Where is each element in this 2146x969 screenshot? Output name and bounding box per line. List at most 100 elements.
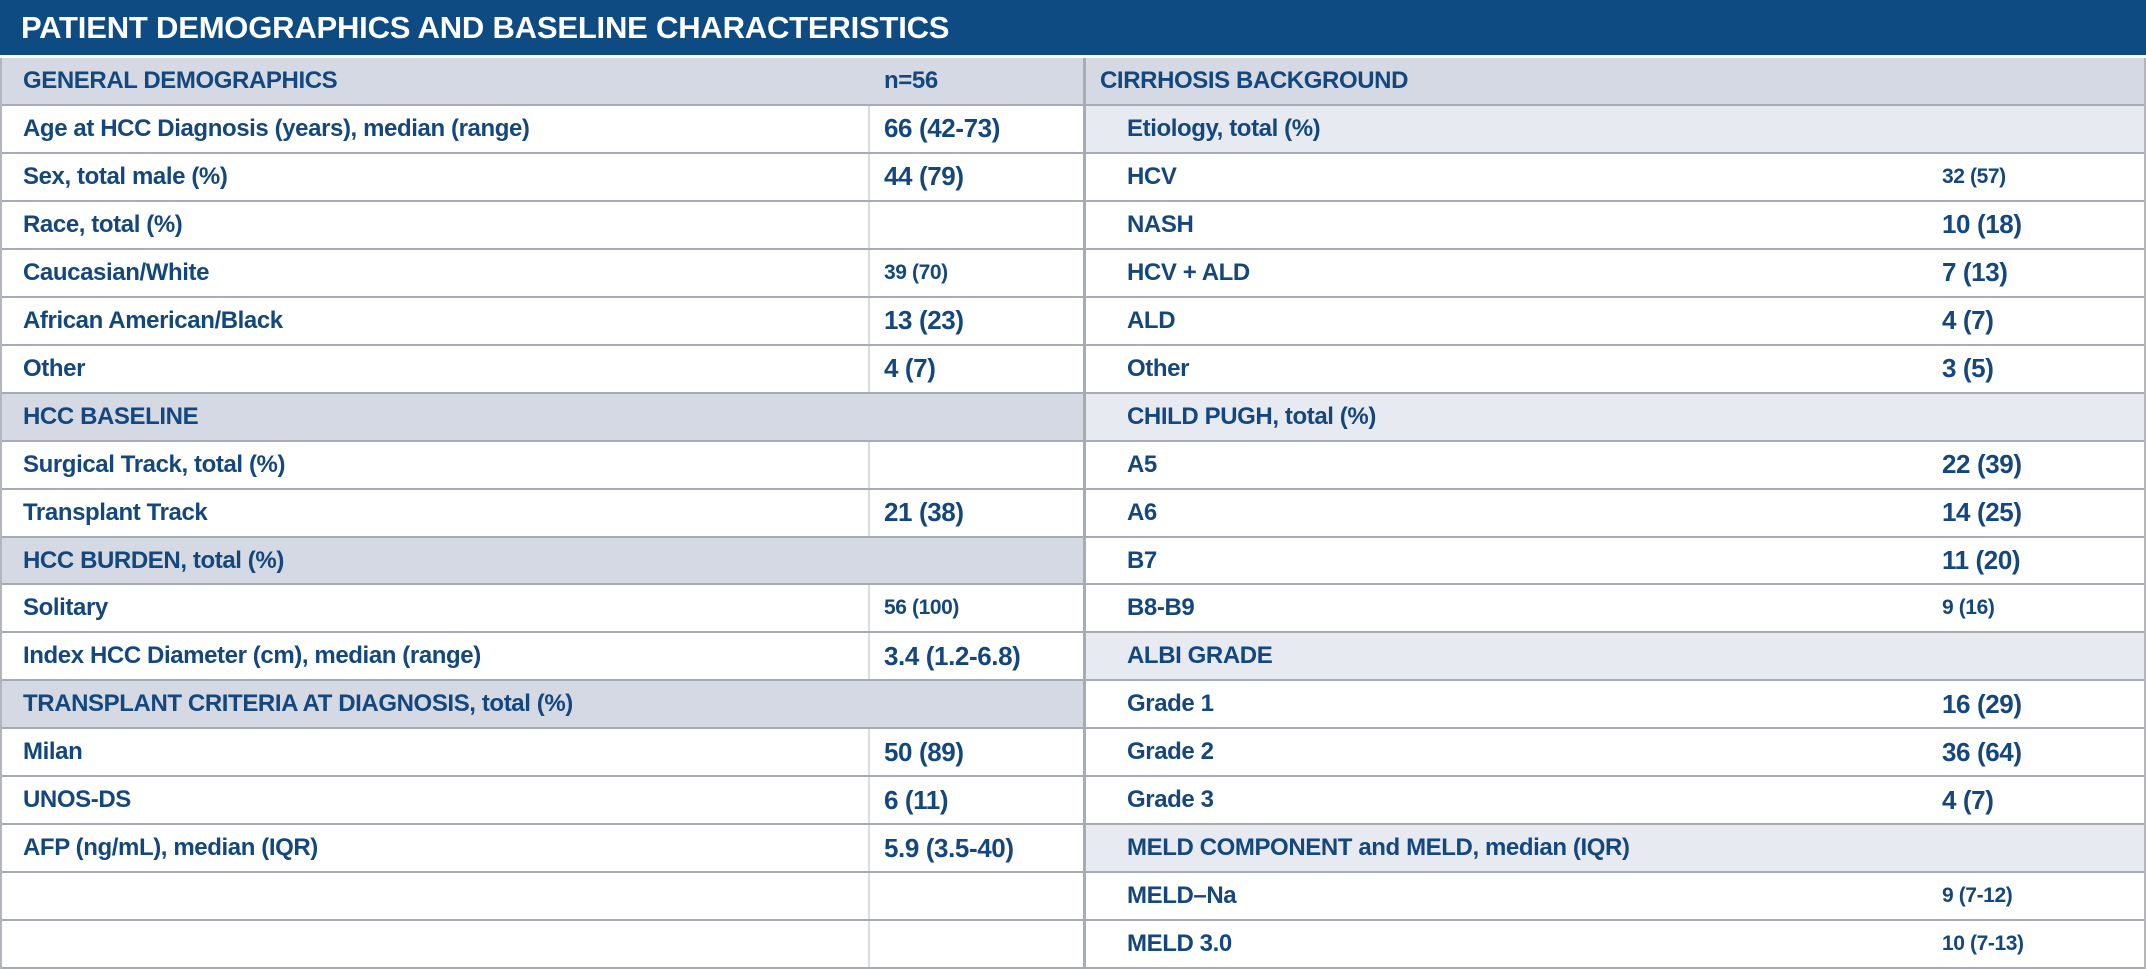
row-label: UNOS-DS: [23, 786, 131, 814]
row-value: [868, 873, 1083, 920]
table-row: [2, 873, 1083, 922]
table-row: [2, 921, 1083, 969]
row-label: Grade 2: [1127, 738, 1214, 766]
row-value: [868, 538, 1083, 584]
column-divider: [1083, 58, 1086, 969]
row-label: B7: [1127, 546, 1157, 574]
row-value: 44 (79): [868, 153, 1083, 200]
section-row: TRANSPLANT CRITERIA AT DIAGNOSIS, total …: [2, 681, 1083, 730]
table-row: UNOS-DS 6 (11): [2, 777, 1083, 826]
table-title: PATIENT DEMOGRAPHICS AND BASELINE CHARAC…: [0, 0, 2146, 55]
table-row: A5 22 (39): [1086, 441, 2144, 490]
row-label: ALD: [1127, 306, 1176, 334]
row-label: [2, 921, 868, 967]
row-value: [1924, 633, 2144, 679]
table-row: B8-B9 9 (16): [1086, 585, 2144, 634]
row-value: 22 (39): [1942, 449, 2022, 480]
row-value: 5.9 (3.5-40): [868, 825, 1083, 872]
row-label: B8-B9: [1127, 594, 1195, 622]
row-label: AFP (ng/mL), median (IQR): [23, 834, 318, 862]
left-column: GENERAL DEMOGRAPHICS n=56 Age at HCC Diagn…: [2, 58, 1083, 969]
row-label: HCC BASELINE: [23, 402, 199, 430]
row-value: [868, 201, 1083, 248]
table-row: NASH 10 (18): [1086, 201, 2144, 250]
table-row: Grade 3 4 (7): [1086, 777, 2144, 826]
table-row: HCV + ALD 7 (13): [1086, 249, 2144, 298]
row-value: [868, 394, 1083, 440]
table-row: MELD 3.0 10 (7-13): [1086, 921, 2144, 969]
section-row: HCC BURDEN, total (%): [2, 537, 1083, 586]
row-value: [868, 441, 1083, 488]
row-label: Other: [1127, 354, 1190, 382]
table-row: Index HCC Diameter (cm), median (range) 3…: [2, 633, 1083, 682]
right-column: CIRRHOSIS BACKGROUND Etiology, total (%) H…: [1086, 58, 2144, 969]
table-row: Sex, total male (%) 44 (79): [2, 153, 1083, 202]
header-row: GENERAL DEMOGRAPHICS n=56: [2, 58, 1083, 106]
row-value: [868, 921, 1083, 968]
row-value: 16 (29): [1942, 688, 2022, 719]
table-row: MELD–Na 9 (7-12): [1086, 873, 2144, 922]
table-row: Grade 1 16 (29): [1086, 681, 2144, 730]
row-label: HCC BURDEN, total (%): [23, 546, 284, 574]
row-label: NASH: [1127, 210, 1194, 238]
table-row: Race, total (%): [2, 201, 1083, 250]
row-value: 3.4 (1.2-6.8): [868, 633, 1083, 680]
row-label: Race, total (%): [23, 210, 183, 238]
row-value: 13 (23): [868, 297, 1083, 344]
row-value: 66 (42-73): [868, 105, 1083, 152]
row-label: A5: [1127, 450, 1157, 478]
row-value: 10 (18): [1942, 209, 2022, 240]
row-label: Milan: [23, 738, 83, 766]
row-label: Other: [23, 354, 86, 382]
row-label: HCV + ALD: [1127, 258, 1250, 286]
row-label: MELD 3.0: [1127, 930, 1232, 958]
table-row: Other 3 (5): [1086, 345, 2144, 394]
row-value: 10 (7-13): [1942, 932, 2024, 956]
row-label: GENERAL DEMOGRAPHICS: [23, 66, 338, 94]
row-value: 7 (13): [1942, 257, 2008, 288]
row-label: CIRRHOSIS BACKGROUND: [1100, 66, 1409, 94]
row-value: [1924, 58, 2144, 104]
row-label: HCV: [1127, 162, 1177, 190]
row-label: Solitary: [23, 594, 108, 622]
subsection-row: CHILD PUGH, total (%): [1086, 393, 2144, 442]
table-row: B7 11 (20): [1086, 537, 2144, 586]
row-value: [1924, 106, 2144, 152]
row-value: 4 (7): [1942, 305, 1994, 336]
row-value: 39 (70): [868, 249, 1083, 296]
row-label: Grade 1: [1127, 690, 1214, 718]
row-value: 36 (64): [1942, 736, 2022, 767]
subsection-row: ALBI GRADE: [1086, 633, 2144, 682]
table-row: AFP (ng/mL), median (IQR) 5.9 (3.5-40): [2, 825, 1083, 874]
title-separator: [0, 55, 2146, 58]
row-value: [1924, 825, 2144, 871]
row-label: Transplant Track: [23, 498, 208, 526]
row-label: Caucasian/White: [23, 258, 210, 286]
table-row: Surgical Track, total (%): [2, 441, 1083, 490]
table-row: HCV 32 (57): [1086, 153, 2144, 202]
table-row: A6 14 (25): [1086, 489, 2144, 538]
row-value: 9 (16): [1942, 596, 1995, 620]
row-value: 4 (7): [1942, 784, 1994, 815]
header-row: CIRRHOSIS BACKGROUND: [1086, 58, 2144, 106]
row-label: Index HCC Diameter (cm), median (range): [23, 642, 481, 670]
row-label: A6: [1127, 498, 1157, 526]
row-value: 32 (57): [1942, 164, 2006, 188]
table-row: Solitary 56 (100): [2, 585, 1083, 634]
row-label: Age at HCC Diagnosis (years), median (ra…: [23, 114, 530, 142]
subsection-row: Etiology, total (%): [1086, 105, 2144, 154]
table-row: Grade 2 36 (64): [1086, 729, 2144, 778]
row-label: Sex, total male (%): [23, 162, 228, 190]
table-row: Transplant Track 21 (38): [2, 489, 1083, 538]
row-value: 4 (7): [868, 345, 1083, 392]
row-label: CHILD PUGH, total (%): [1127, 402, 1376, 430]
row-label: Surgical Track, total (%): [23, 450, 286, 478]
table-row: Caucasian/White 39 (70): [2, 249, 1083, 298]
row-label: African American/Black: [23, 306, 283, 334]
table-body: GENERAL DEMOGRAPHICS n=56 Age at HCC Diagn…: [0, 58, 2146, 969]
row-value: [868, 681, 1083, 727]
row-label: MELD–Na: [1127, 882, 1237, 910]
row-label: TRANSPLANT CRITERIA AT DIAGNOSIS, total …: [23, 690, 573, 718]
row-value: 14 (25): [1942, 497, 2022, 528]
row-value: [1924, 394, 2144, 440]
